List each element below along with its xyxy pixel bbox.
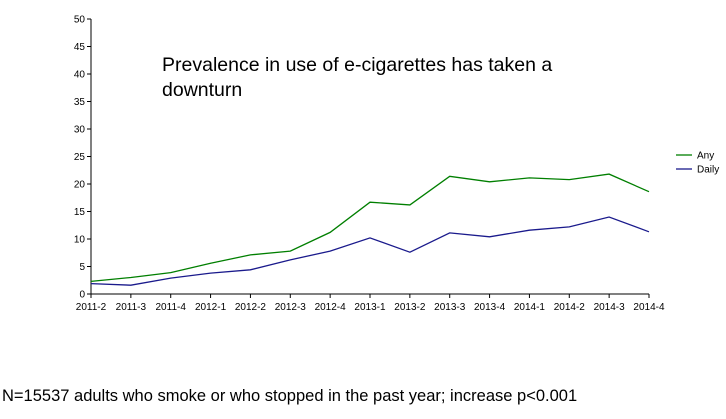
x-tick-label: 2013-2 — [394, 302, 426, 313]
x-tick-label: 2012-1 — [195, 302, 227, 313]
x-tick-label: 2011-3 — [116, 302, 147, 313]
y-tick-label: 50 — [74, 15, 86, 26]
x-tick-label: 2014-4 — [633, 302, 665, 313]
x-tick-label: 2013-1 — [354, 302, 386, 313]
y-tick-label: 20 — [74, 180, 86, 191]
y-tick-label: 15 — [74, 207, 86, 218]
x-axis: 2011-2 2011-3 2011-4 2012-1 2012-2 2012-3 2012… — [76, 293, 665, 313]
x-tick-label: 2012-2 — [235, 302, 267, 313]
y-tick-label: 40 — [74, 70, 86, 81]
x-tick-label: 2011-4 — [156, 302, 187, 313]
x-tick-label: 2013-4 — [474, 302, 506, 313]
footnote: N=15537 adults who smoke or who stopped … — [2, 387, 578, 405]
legend: Any Daily — [676, 151, 719, 176]
series-layer — [90, 173, 650, 286]
y-tick-label: 45 — [74, 42, 86, 53]
x-tick-label: 2011-2 — [76, 302, 107, 313]
y-tick-label: 30 — [74, 125, 86, 136]
y-tick-label: 25 — [74, 152, 86, 163]
y-tick-label: 10 — [74, 235, 86, 246]
x-tick-label: 2014-2 — [554, 302, 586, 313]
x-tick-label: 2014-3 — [594, 302, 626, 313]
legend-label-any: Any — [697, 151, 714, 162]
series-line-any — [90, 173, 650, 283]
x-tick-label: 2012-4 — [315, 302, 347, 313]
x-tick-label: 2012-3 — [275, 302, 307, 313]
y-tick-label: 5 — [79, 262, 85, 273]
y-axis: 0 5 10 15 20 25 30 35 40 45 50 — [74, 15, 92, 301]
series-line-daily — [90, 216, 650, 286]
y-tick-label: 35 — [74, 97, 86, 108]
chart-title: Prevalence in use of e-cigarettes has ta… — [162, 54, 553, 101]
legend-label-daily: Daily — [697, 165, 719, 176]
x-tick-label: 2013-3 — [434, 302, 466, 313]
y-tick-label: 0 — [79, 290, 85, 301]
x-tick-label: 2014-1 — [514, 302, 546, 313]
